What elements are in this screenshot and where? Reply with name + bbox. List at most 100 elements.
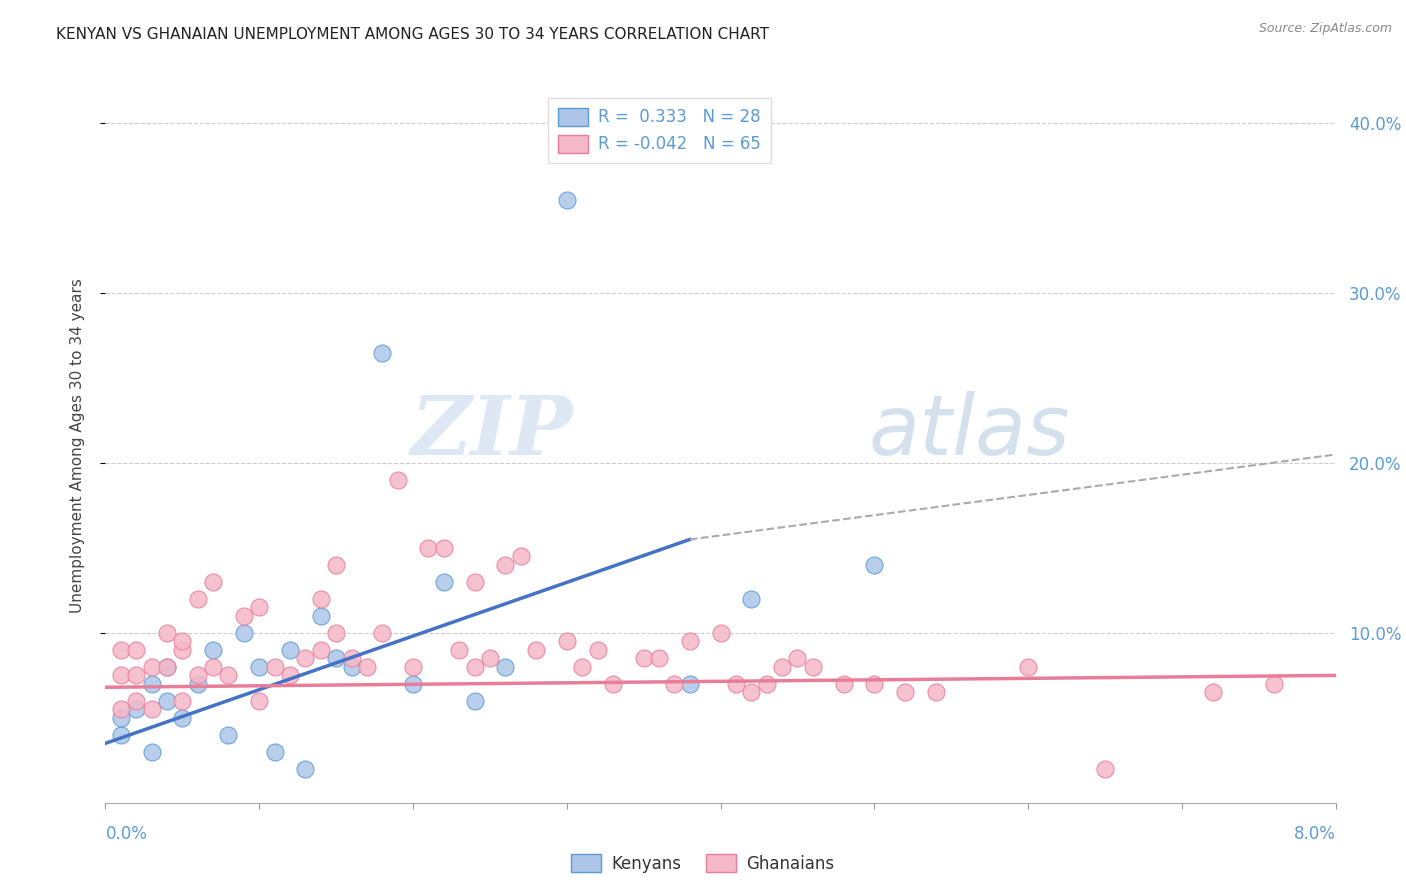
- Point: [602, 677, 624, 691]
- Point: [232, 626, 254, 640]
- Point: [309, 643, 332, 657]
- Point: [494, 660, 516, 674]
- Point: [1094, 762, 1116, 776]
- Point: [110, 728, 132, 742]
- Point: [832, 677, 855, 691]
- Point: [740, 685, 762, 699]
- Point: [464, 574, 486, 589]
- Point: [110, 668, 132, 682]
- Point: [740, 591, 762, 606]
- Point: [263, 745, 285, 759]
- Point: [187, 677, 209, 691]
- Text: KENYAN VS GHANAIAN UNEMPLOYMENT AMONG AGES 30 TO 34 YEARS CORRELATION CHART: KENYAN VS GHANAIAN UNEMPLOYMENT AMONG AG…: [56, 27, 769, 42]
- Point: [586, 643, 609, 657]
- Point: [247, 660, 270, 674]
- Point: [202, 660, 225, 674]
- Point: [418, 541, 440, 555]
- Point: [1201, 685, 1223, 699]
- Point: [172, 711, 194, 725]
- Point: [509, 549, 531, 564]
- Point: [433, 574, 456, 589]
- Point: [278, 668, 301, 682]
- Point: [664, 677, 686, 691]
- Point: [156, 660, 179, 674]
- Point: [125, 694, 148, 708]
- Point: [325, 651, 347, 665]
- Point: [801, 660, 824, 674]
- Point: [710, 626, 733, 640]
- Point: [402, 677, 425, 691]
- Point: [325, 626, 347, 640]
- Point: [156, 660, 179, 674]
- Point: [172, 634, 194, 648]
- Point: [202, 643, 225, 657]
- Point: [1017, 660, 1039, 674]
- Point: [141, 702, 163, 716]
- Point: [156, 694, 179, 708]
- Point: [125, 702, 148, 716]
- Point: [202, 574, 225, 589]
- Point: [340, 651, 363, 665]
- Point: [247, 600, 270, 615]
- Point: [755, 677, 778, 691]
- Point: [863, 558, 886, 572]
- Point: [172, 694, 194, 708]
- Point: [571, 660, 593, 674]
- Point: [263, 660, 285, 674]
- Point: [1263, 677, 1285, 691]
- Point: [402, 660, 425, 674]
- Point: [110, 702, 132, 716]
- Legend: Kenyans, Ghanaians: Kenyans, Ghanaians: [565, 847, 841, 880]
- Point: [478, 651, 501, 665]
- Point: [232, 608, 254, 623]
- Point: [278, 643, 301, 657]
- Point: [141, 745, 163, 759]
- Point: [555, 193, 578, 207]
- Point: [356, 660, 378, 674]
- Point: [786, 651, 808, 665]
- Point: [247, 694, 270, 708]
- Point: [218, 728, 240, 742]
- Point: [125, 643, 148, 657]
- Point: [633, 651, 655, 665]
- Point: [325, 558, 347, 572]
- Point: [770, 660, 793, 674]
- Point: [110, 711, 132, 725]
- Point: [894, 685, 917, 699]
- Point: [387, 473, 409, 487]
- Point: [110, 643, 132, 657]
- Point: [371, 345, 394, 359]
- Point: [464, 660, 486, 674]
- Point: [679, 677, 702, 691]
- Point: [156, 626, 179, 640]
- Point: [141, 677, 163, 691]
- Point: [925, 685, 948, 699]
- Point: [433, 541, 456, 555]
- Point: [724, 677, 747, 691]
- Point: [141, 660, 163, 674]
- Point: [371, 626, 394, 640]
- Text: atlas: atlas: [869, 392, 1070, 472]
- Text: ZIP: ZIP: [411, 392, 574, 472]
- Point: [340, 660, 363, 674]
- Point: [294, 651, 316, 665]
- Point: [172, 643, 194, 657]
- Text: 8.0%: 8.0%: [1294, 825, 1336, 843]
- Point: [218, 668, 240, 682]
- Point: [648, 651, 671, 665]
- Point: [187, 668, 209, 682]
- Point: [464, 694, 486, 708]
- Point: [863, 677, 886, 691]
- Point: [679, 634, 702, 648]
- Text: Source: ZipAtlas.com: Source: ZipAtlas.com: [1258, 22, 1392, 36]
- Point: [555, 634, 578, 648]
- Point: [494, 558, 516, 572]
- Point: [294, 762, 316, 776]
- Legend: R =  0.333   N = 28, R = -0.042   N = 65: R = 0.333 N = 28, R = -0.042 N = 65: [547, 97, 770, 163]
- Point: [449, 643, 471, 657]
- Point: [309, 591, 332, 606]
- Text: 0.0%: 0.0%: [105, 825, 148, 843]
- Y-axis label: Unemployment Among Ages 30 to 34 years: Unemployment Among Ages 30 to 34 years: [70, 278, 84, 614]
- Point: [309, 608, 332, 623]
- Point: [125, 668, 148, 682]
